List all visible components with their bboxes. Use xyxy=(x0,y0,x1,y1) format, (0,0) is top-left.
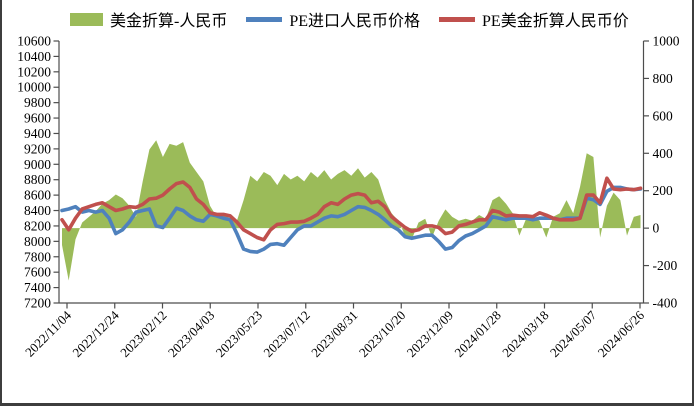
y-left-tick-label: 8800 xyxy=(24,172,51,187)
legend-label-pe-usd-converted-cny-price: PE美金折算人民币价 xyxy=(482,13,629,30)
legend-item-pe-import-cny-price: PE进口人民币价格 xyxy=(246,7,420,31)
legend-item-usd-converted-cny-spread: 美金折算-人民币 xyxy=(70,7,227,31)
y-left-tick-label: 8200 xyxy=(24,218,51,233)
legend-line-swatch-red xyxy=(439,16,476,22)
x-tick-label: 2022/11/04 xyxy=(22,307,74,359)
y-left-tick-label: 7600 xyxy=(24,265,51,280)
x-tick-label: 2024/01/28 xyxy=(451,308,503,360)
x-tick-label: 2023/04/03 xyxy=(165,308,217,360)
x-tick-label: 2023/08/31 xyxy=(308,308,360,360)
y-left-tick-label: 8000 xyxy=(24,234,51,249)
y-left-tick-label: 8600 xyxy=(24,188,51,203)
x-tick-label: 2023/02/12 xyxy=(117,308,169,360)
x-tick-label: 2023/10/20 xyxy=(356,308,408,360)
x-tick-label: 2024/03/18 xyxy=(499,308,551,360)
y-left-tick-label: 7200 xyxy=(24,296,51,311)
y-right-tick-label: 400 xyxy=(653,146,674,161)
y-left-tick-label: 10600 xyxy=(17,34,51,49)
x-tick-label: 2023/05/23 xyxy=(213,308,265,360)
legend-label-pe-import-cny-price: PE进口人民币价格 xyxy=(289,13,421,30)
y-left-tick-label: 9600 xyxy=(24,111,51,126)
legend-area-swatch-green xyxy=(70,12,103,26)
series-line-pe-usd-converted-cny-price xyxy=(60,176,643,242)
y-left-tick-label: 8400 xyxy=(24,203,51,218)
legend-line-swatch-blue xyxy=(246,16,283,22)
legend-item-pe-usd-converted-cny-price: PE美金折算人民币价 xyxy=(439,7,629,31)
y-left-tick-label: 9000 xyxy=(24,157,51,172)
x-tick-label: 2024/06/26 xyxy=(595,307,648,360)
y-right-tick-label: 200 xyxy=(653,183,674,198)
y-left-tick-label: 9200 xyxy=(24,141,51,156)
y-right-tick-label: -200 xyxy=(653,258,678,273)
y-left-tick-label: 10200 xyxy=(17,64,51,79)
series-line-pe-import-cny-price xyxy=(60,185,643,254)
y-left-tick-label: 10000 xyxy=(17,80,51,95)
y-left-tick-label: 9400 xyxy=(24,126,51,141)
y-left-tick-label: 7400 xyxy=(24,280,51,295)
y-right-tick-label: 1000 xyxy=(653,34,680,49)
x-tick-label: 2023/07/12 xyxy=(260,308,312,360)
y-right-tick-label: 600 xyxy=(653,108,674,123)
x-tick-label: 2024/05/07 xyxy=(547,307,600,360)
y-right-tick-label: 0 xyxy=(653,221,660,236)
legend: 美金折算-人民币 PE进口人民币价格 PE美金折算人民币价 xyxy=(70,7,629,31)
y-left-tick-label: 7800 xyxy=(24,249,51,264)
x-tick-label: 2022/12/24 xyxy=(69,307,122,360)
x-tick-label: 2023/12/09 xyxy=(404,308,456,360)
y-left-tick-label: 10400 xyxy=(17,49,51,64)
y-right-tick-label: 800 xyxy=(653,71,674,86)
y-right-tick-label: -400 xyxy=(653,296,678,311)
y-left-tick-label: 9800 xyxy=(24,95,51,110)
legend-label-usd-converted-cny-spread: 美金折算-人民币 xyxy=(110,13,228,30)
